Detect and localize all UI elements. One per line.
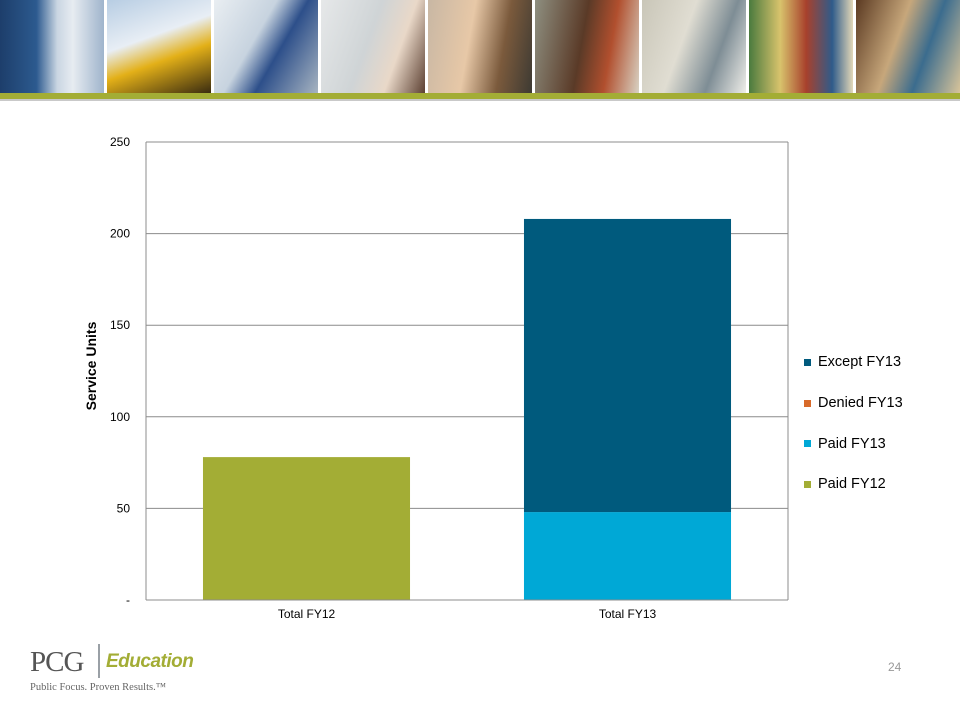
- legend-swatch: [804, 440, 811, 448]
- chart-legend: Except FY13 Denied FY13 Paid FY13 Paid FY12: [804, 342, 954, 505]
- logo-education-text: Education: [106, 651, 194, 672]
- y-axis-label: Service Units: [83, 321, 99, 410]
- logo-divider: [98, 644, 100, 678]
- legend-swatch: [804, 480, 811, 488]
- y-tick-label: 150: [110, 318, 130, 332]
- pcg-education-logo: PCG Education Public Focus. Proven Resul…: [30, 642, 210, 702]
- legend-swatch: [804, 358, 811, 366]
- header-accent-rule: [0, 93, 960, 99]
- x-tick-label: Total FY13: [599, 607, 657, 621]
- bookshelf-photo: [749, 0, 853, 93]
- legend-swatch: [804, 399, 811, 407]
- school-hallway-photo: [0, 0, 104, 93]
- y-tick-label: 200: [110, 227, 130, 241]
- x-tick-label: Total FY12: [278, 607, 336, 621]
- teacher-photo: [214, 0, 318, 93]
- student-whiteboard-photo: [321, 0, 425, 93]
- bar-except-fy13: [523, 218, 732, 513]
- chart-bars: [202, 218, 732, 600]
- legend-item: Except FY13: [804, 342, 954, 383]
- globe-photo: [856, 0, 960, 93]
- logo-tagline: Public Focus. Proven Results.™: [30, 682, 167, 693]
- smiling-man-photo: [535, 0, 639, 93]
- school-bus-photo: [107, 0, 211, 93]
- smiling-woman-photo: [428, 0, 532, 93]
- legend-item: Denied FY13: [804, 383, 954, 424]
- legend-label: Paid FY12: [818, 476, 886, 493]
- page-number: 24: [888, 660, 902, 674]
- chart-axes: - 50 100 150 200 250 Total FY12 Total FY13: [110, 135, 789, 621]
- legend-label: Paid FY13: [818, 435, 886, 452]
- bar-paid-fy12: [202, 457, 411, 600]
- header-photo-strip: [0, 0, 960, 93]
- legend-item: Paid FY12: [804, 464, 954, 505]
- y-tick-label: 50: [117, 501, 131, 515]
- student-writing-photo: [642, 0, 746, 93]
- y-tick-label: -: [126, 593, 130, 607]
- y-tick-label: 250: [110, 135, 130, 149]
- legend-label: Except FY13: [818, 354, 902, 371]
- bar-paid-fy13: [523, 512, 732, 600]
- legend-label: Denied FY13: [818, 395, 903, 412]
- header-divider: [0, 99, 960, 101]
- y-tick-label: 100: [110, 410, 130, 424]
- logo-pcg-text: PCG: [30, 646, 84, 678]
- legend-item: Paid FY13: [804, 423, 954, 464]
